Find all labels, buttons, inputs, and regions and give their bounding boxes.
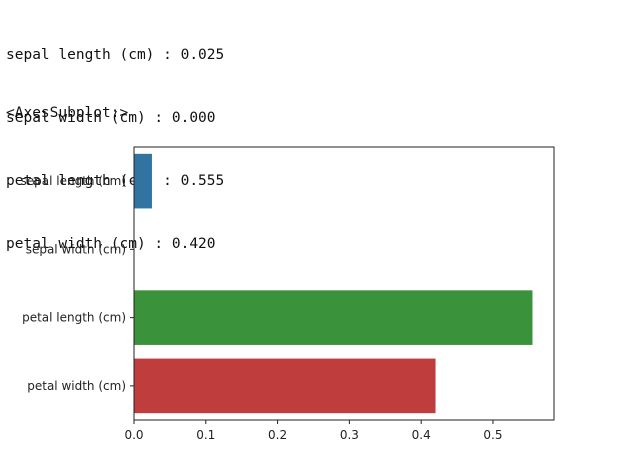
y-tick-label: sepal width (cm) bbox=[26, 242, 126, 256]
y-tick-label: petal width (cm) bbox=[27, 379, 126, 393]
y-tick-label: petal length (cm) bbox=[22, 311, 126, 325]
output-line: sepal length (cm) : 0.025 bbox=[6, 47, 225, 63]
x-tick-label: 0.0 bbox=[124, 428, 143, 442]
bar bbox=[134, 290, 533, 345]
x-tick-label: 0.3 bbox=[340, 428, 359, 442]
axes-repr-text: <AxesSubplot:> bbox=[6, 105, 129, 121]
x-tick-label: 0.4 bbox=[412, 428, 431, 442]
x-tick-label: 0.5 bbox=[483, 428, 502, 442]
output-line: petal width (cm) : 0.420 bbox=[6, 236, 216, 252]
y-tick-label: sepal length (cm) bbox=[21, 174, 126, 188]
x-tick-label: 0.1 bbox=[196, 428, 215, 442]
plot-frame bbox=[133, 146, 555, 421]
x-tick-label: 0.2 bbox=[268, 428, 287, 442]
bar bbox=[134, 153, 152, 209]
bar bbox=[134, 358, 436, 414]
output-line: sepal width (cm) : 0.000 bbox=[6, 110, 216, 126]
